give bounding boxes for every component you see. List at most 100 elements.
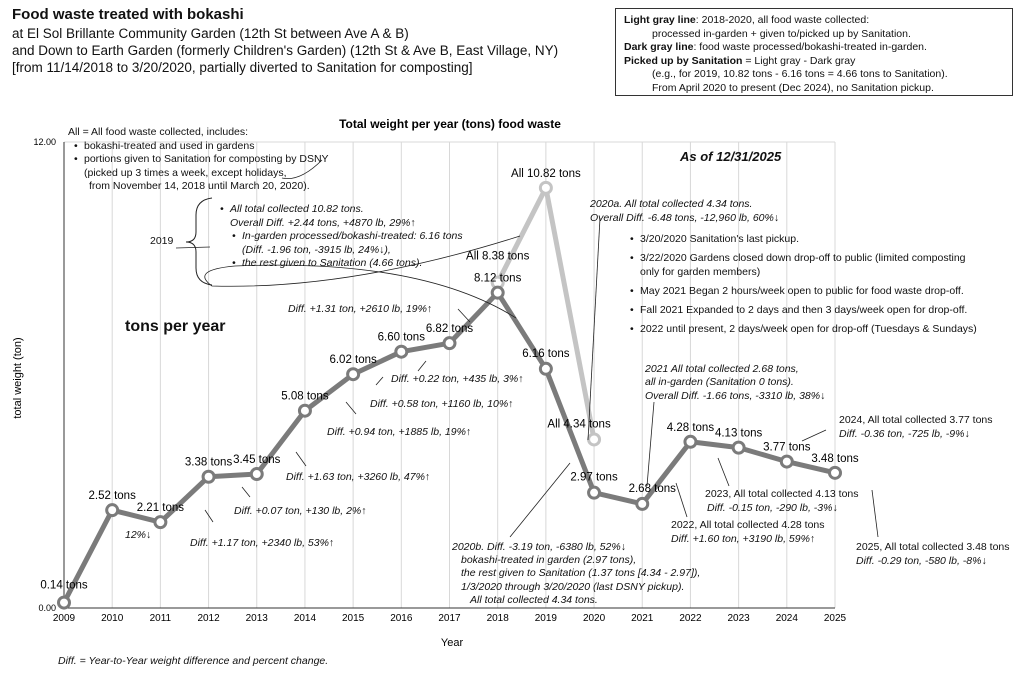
ann-2023-b: Diff. -0.15 ton, -290 lb, -3%↓	[707, 501, 838, 514]
all-note-head: All = All food waste collected, includes…	[68, 126, 249, 138]
annotation-2019: All total collected 10.82 tons. Overall …	[218, 203, 463, 271]
ann-2020a-a: 2020a. All total collected 4.34 tons.	[590, 198, 753, 210]
point-all-2020	[587, 432, 602, 447]
leader-2012	[204, 509, 214, 523]
leader-2013	[241, 486, 251, 498]
data-label-2025: 3.48 tons	[811, 453, 859, 465]
x-tick-label-2020: 2020	[583, 613, 606, 624]
legend-pick-text2: (e.g., for 2019, 10.82 tons - 6.16 tons …	[652, 68, 948, 80]
all-note: All = All food waste collected, includes…	[68, 126, 329, 194]
ann-2019-b: Overall Diff. +2.44 tons, +4870 lb, 29%↑	[230, 216, 416, 229]
leader-2018	[457, 308, 471, 323]
ann-2020a-item-4: Fall 2021 Expanded to 2 days and then 3 …	[630, 304, 977, 318]
annotation-2020a: 2020a. All total collected 4.34 tons. Ov…	[590, 198, 779, 225]
leader-2021	[646, 401, 655, 487]
ann-2022-a: 2022, All total collected 4.28 tons	[671, 519, 825, 531]
leader-2014	[295, 451, 307, 467]
point-2011	[153, 515, 168, 530]
diff-2017: Diff. +0.22 ton, +435 lb, 3%↑	[391, 373, 524, 385]
data-label-2014: 5.08 tons	[281, 391, 329, 403]
data-label-all-2020: All 4.34 tons	[547, 418, 611, 430]
data-label-2011: 2.21 tons	[137, 502, 185, 514]
legend-light-text2: processed in-garden + given to/picked up…	[652, 27, 911, 40]
annotation-2024: 2024, All total collected 3.77 tons Diff…	[839, 414, 993, 441]
point-2014	[297, 403, 312, 418]
point-2018	[490, 285, 505, 300]
legend-dark-text: : food waste processed/bokashi-treated i…	[693, 41, 927, 53]
y-axis-label: total weight (ton)	[12, 337, 24, 418]
diff-2014: Diff. +1.63 ton, +3260 lb, 47%↑	[286, 471, 431, 483]
point-2019	[538, 361, 553, 376]
ann-2020b-a: 2020b. Diff. -3.19 ton, -6380 lb, 52%↓	[452, 541, 626, 553]
ann-2020b-b: bokashi-treated in garden (2.97 tons),	[461, 554, 637, 567]
leader-2020a	[587, 217, 601, 441]
point-all-2019	[538, 180, 553, 195]
annotation-2025: 2025, All total collected 3.48 tons Diff…	[856, 541, 1010, 568]
ann-2020a-b: Overall Diff. -6.48 tons, -12,960 lb, 60…	[590, 211, 780, 224]
leader-2025	[871, 489, 879, 538]
data-label-2013: 3.45 tons	[233, 454, 281, 466]
diff-2015: Diff. +0.94 ton, +1885 lb, 19%↑	[327, 426, 472, 438]
x-tick-label-2021: 2021	[631, 613, 654, 624]
data-label-2018: 8.12 tons	[474, 273, 522, 285]
all-note-b2a: (picked up 3 times a week, except holida…	[84, 166, 287, 179]
point-2021	[635, 496, 650, 511]
data-label-2022: 4.28 tons	[667, 422, 715, 434]
annotation-2020b: 2020b. Diff. -3.19 ton, -6380 lb, 52%↓ b…	[452, 541, 700, 607]
data-label-all-2018: All 8.38 tons	[466, 251, 530, 263]
leader-2023	[717, 457, 730, 487]
leader-2017	[417, 360, 427, 372]
x-tick-label-2025: 2025	[824, 613, 847, 624]
all-note-b2b: from November 14, 2018 until March 20, 2…	[89, 180, 310, 192]
diff-2013: Diff. +0.07 ton, +130 lb, 2%↑	[234, 505, 367, 517]
ann-2021-c: Overall Diff. -1.66 tons, -3310 lb, 38%↓	[645, 389, 826, 402]
x-tick-label-2015: 2015	[342, 613, 365, 624]
data-label-2019: 6.16 tons	[522, 348, 570, 360]
data-label-2009: 0.14 tons	[40, 580, 88, 592]
data-label-2012: 3.38 tons	[185, 457, 233, 469]
data-label-all-2019: All 10.82 tons	[511, 168, 581, 180]
x-tick-label-2016: 2016	[390, 613, 413, 624]
leader-2020b	[509, 462, 571, 538]
diff-2011: 12%↓	[125, 529, 152, 541]
chart-title: Total weight per year (tons) food waste	[339, 117, 561, 131]
ann-2020a-item-1: 3/22/2020 Gardens closed down drop-off t…	[630, 252, 977, 266]
annotation-2023: 2023, All total collected 4.13 tons Diff…	[705, 488, 859, 515]
point-2009	[57, 595, 71, 610]
x-tick-label-2022: 2022	[679, 613, 702, 624]
all-note-b2: portions given to Sanitation for compost…	[74, 153, 329, 167]
ann-2024-a: 2024, All total collected 3.77 tons	[839, 414, 993, 426]
x-tick-label-2019: 2019	[535, 613, 558, 624]
diff-2012: Diff. +1.17 ton, +2340 lb, 53%↑	[190, 537, 335, 549]
x-tick-label-2011: 2011	[150, 613, 172, 624]
data-label-2016: 6.60 tons	[378, 332, 426, 344]
ann-2025-a: 2025, All total collected 3.48 tons	[856, 541, 1010, 553]
x-tick-label-2018: 2018	[487, 613, 510, 624]
data-label-2017: 6.82 tons	[426, 323, 474, 335]
y-tick-label-min: 0.00	[38, 603, 56, 613]
x-tick-label-2009: 2009	[53, 613, 76, 624]
data-label-2021: 2.68 tons	[629, 483, 677, 495]
diff-2016: Diff. +0.58 ton, +1160 lb, 10%↑	[370, 398, 514, 410]
point-2015	[346, 367, 361, 382]
legend-light-label: Light gray line	[624, 14, 696, 26]
legend-pick-text: = Light gray - Dark gray	[742, 54, 856, 67]
ann-2020b-d: 1/3/2020 through 3/20/2020 (last DSNY pi…	[461, 580, 685, 593]
ann-2019-c: In-garden processed/bokashi-treated: 6.1…	[232, 230, 463, 244]
ann-2022-b: Diff. +1.60 ton, +3190 lb, 59%↑	[671, 532, 816, 545]
point-2010	[105, 503, 120, 518]
page-title: Food waste treated with bokashi	[12, 6, 244, 23]
legend-pick-label: Picked up by Sanitation	[624, 54, 743, 67]
brace-2019	[185, 197, 213, 286]
ann-2020a-item-2: only for garden members)	[640, 265, 761, 278]
x-tick-label-2024: 2024	[776, 613, 799, 624]
ann-2019-d: (Diff. -1.96 ton, -3915 lb, 24%↓),	[242, 243, 391, 256]
x-axis-label: Year	[441, 637, 464, 649]
ann-2025-b: Diff. -0.29 ton, -580 lb, -8%↓	[856, 554, 987, 567]
data-label-2010: 2.52 tons	[89, 490, 137, 502]
as-of-date: As of 12/31/2025	[680, 149, 782, 164]
x-tick-label-2017: 2017	[438, 613, 461, 624]
ann-2020b-c: the rest given to Sanitation (1.37 tons …	[461, 567, 701, 580]
ann-2020a-item-5: 2022 until present, 2 days/week open for…	[630, 323, 977, 337]
ann-2023-a: 2023, All total collected 4.13 tons	[705, 488, 859, 500]
